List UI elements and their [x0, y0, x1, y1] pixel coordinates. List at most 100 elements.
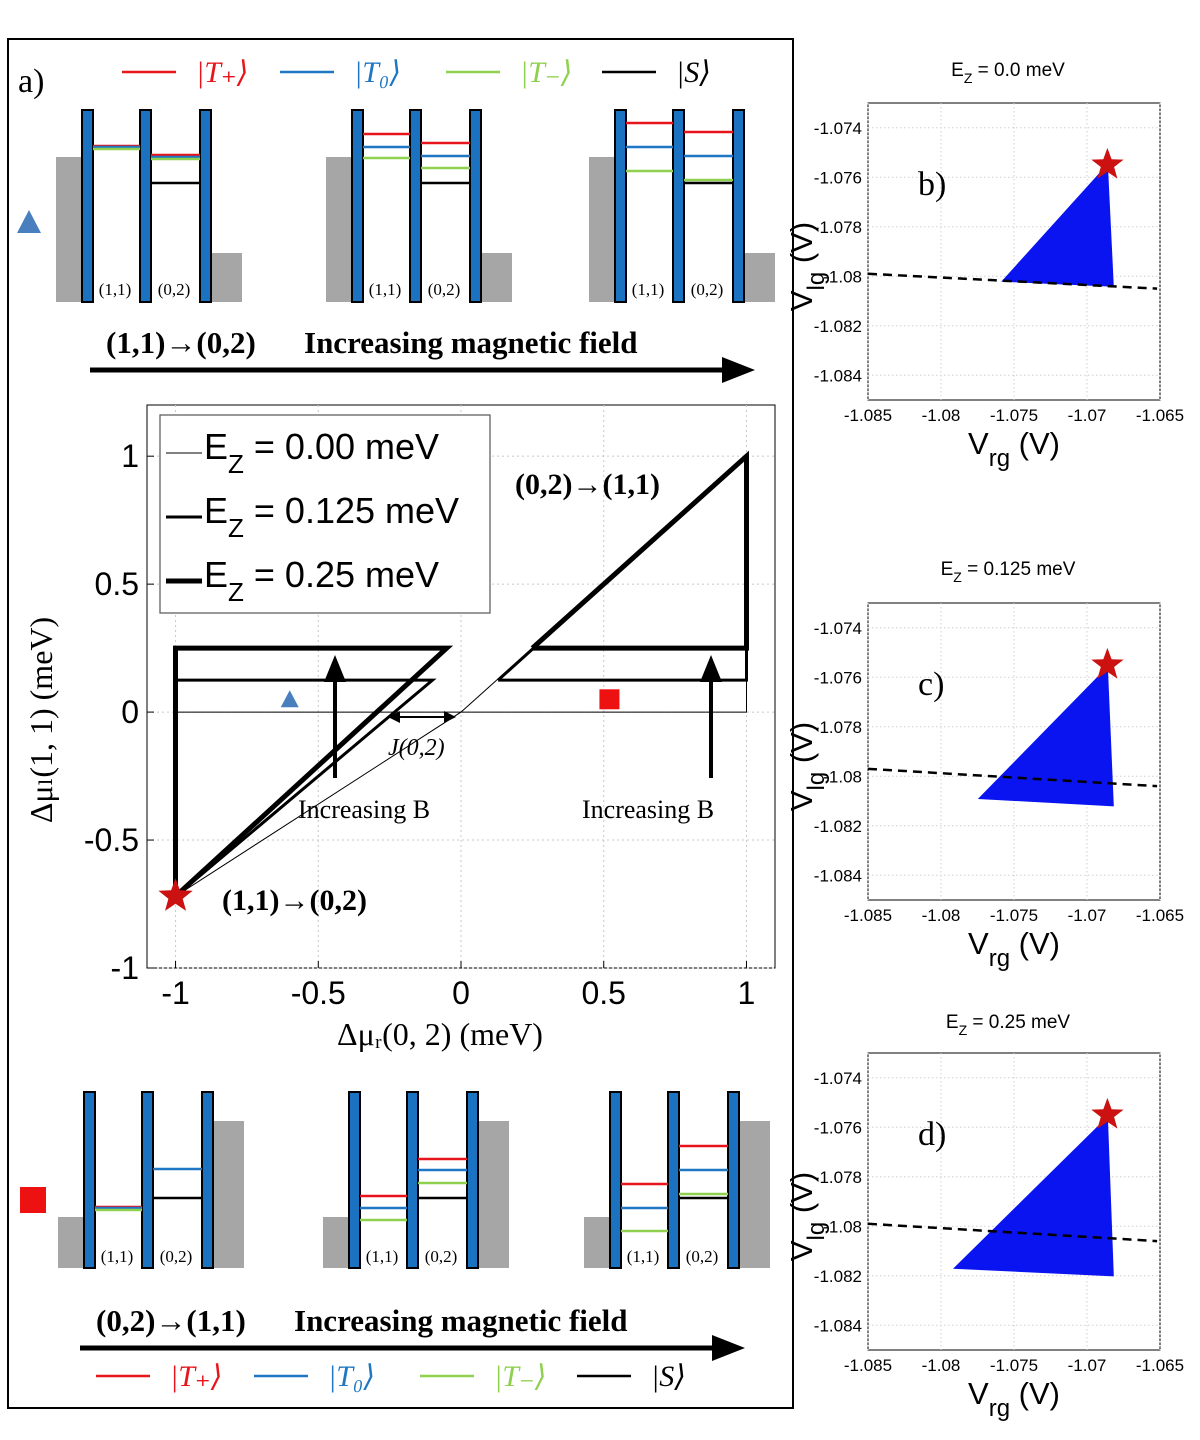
legend-top-label-0: |T₊⟩ [196, 56, 248, 89]
annotation-02-to-11: (0,2)→(1,1) [515, 468, 660, 501]
bottom-arrow-head-icon [712, 1335, 745, 1361]
small-ytick-label-3: -1.08 [823, 1217, 862, 1236]
barrier-0 [81, 109, 94, 303]
main-legend-label-0: EZ = 0.00 meV [204, 426, 439, 479]
annotation-11-to-02: (1,1)→(0,2) [222, 884, 367, 917]
square-marker-icon [20, 1187, 46, 1213]
legend-bottom-label-3: |S⟩ [651, 1360, 686, 1393]
legend-bottom-label-2: |T₋⟩ [494, 1360, 546, 1393]
right-up-arrow-head-icon [700, 655, 722, 682]
top-caption-text: Increasing magnetic field [304, 325, 638, 360]
small-ytick-label-4: -1.082 [814, 817, 862, 836]
small-ytick-label-2: -1.078 [814, 1168, 862, 1187]
small-xtick-label-2: -1.075 [990, 1356, 1038, 1375]
small-star-marker [1091, 647, 1124, 679]
small-y-label: Vlg (V) [784, 722, 830, 811]
energy-diagrams-top: (1,1) (0,2) (1,1) (0,2) (1,1) (0,2) [56, 109, 775, 303]
dot-right-label: (0,2) [158, 280, 191, 299]
small-triangle-area [952, 1116, 1114, 1277]
j-arrow-left-icon [388, 711, 400, 723]
main-square-marker [599, 689, 620, 710]
barrier-2 [466, 1091, 479, 1269]
small-chart-c: -1.085 -1.08 -1.075 -1.07 -1.065 -1.074 -1.076… [784, 559, 1184, 972]
main-xtick-label-3: 0.5 [581, 975, 625, 1011]
main-ytick-label-4: 1 [121, 438, 139, 474]
small-xtick-label-0: -1.085 [844, 406, 892, 425]
main-series [173, 450, 749, 899]
small-x-label: Vrg (V) [968, 1376, 1060, 1422]
left-lead [589, 157, 617, 302]
barrier-1 [409, 109, 422, 303]
bottom-diagram-2: (1,1) (0,2) [584, 1091, 770, 1269]
left-up-arrow-head-icon [324, 655, 346, 682]
barrier-2 [469, 109, 482, 303]
main-legend: EZ = 0.00 meV EZ = 0.125 meV EZ = 0.25 meV [159, 414, 491, 614]
main-y-ticks: -1 -0.5 0 0.5 1 [84, 438, 154, 986]
main-series-2 [173, 645, 454, 899]
main-legend-box [159, 414, 491, 614]
small-x-label: Vrg (V) [968, 926, 1060, 972]
small-x-label: Vrg (V) [968, 426, 1060, 472]
right-lead [212, 1121, 244, 1268]
small-xtick-label-0: -1.085 [844, 906, 892, 925]
main-legend-label-2: EZ = 0.25 meV [204, 554, 439, 607]
energy-diagrams-bottom: (1,1) (0,2) (1,1) (0,2) (1,1) (0,2) [58, 1091, 770, 1269]
small-xtick-label-1: -1.08 [922, 906, 961, 925]
top-diagram-1: (1,1) (0,2) [326, 109, 512, 303]
main-ytick-label-1: -0.5 [84, 822, 139, 858]
small-xtick-label-4: -1.065 [1136, 1356, 1184, 1375]
small-panel-label: d) [918, 1116, 946, 1153]
dot-left-label: (1,1) [101, 1247, 134, 1266]
barrier-0 [609, 1091, 622, 1269]
legend-top-label-3: |S⟩ [676, 56, 711, 89]
small-ytick-label-3: -1.08 [823, 267, 862, 286]
legend-top-label-1: |T₀⟩ [354, 56, 401, 89]
small-ytick-label-4: -1.082 [814, 1267, 862, 1286]
dot-left-label: (1,1) [366, 1247, 399, 1266]
small-xtick-label-1: -1.08 [922, 1356, 961, 1375]
annotation-increasing-b-left: Increasing B [298, 795, 430, 824]
small-ytick-label-2: -1.078 [814, 718, 862, 737]
dot-left-label: (1,1) [632, 280, 665, 299]
left-lead [323, 1217, 351, 1268]
small-title: EZ = 0.0 meV [951, 60, 1065, 86]
main-legend-label-1: EZ = 0.125 meV [204, 490, 459, 543]
right-lead [477, 1121, 509, 1268]
small-title: EZ = 0.125 meV [941, 559, 1076, 585]
main-x-ticks: -1 -0.5 0 0.5 1 [161, 961, 755, 1011]
triangle-marker-icon [17, 210, 41, 233]
barrier-0 [614, 109, 627, 303]
small-dashed-line [867, 1222, 1158, 1243]
dot-right-label: (0,2) [160, 1247, 193, 1266]
small-triangle-area [977, 666, 1114, 807]
top-caption-transition: (1,1)→(0,2) [106, 325, 256, 360]
barrier-2 [199, 109, 212, 303]
top-diagram-0: (1,1) (0,2) [56, 109, 242, 303]
barrier-2 [727, 1091, 740, 1269]
right-lead [210, 253, 242, 302]
right-lead [480, 253, 512, 302]
small-y-label: Vlg (V) [784, 1172, 830, 1261]
state-legend-top: |T₊⟩ |T₀⟩ |T₋⟩ |S⟩ [122, 56, 711, 89]
bottom-caption-transition: (0,2)→(1,1) [96, 1303, 246, 1338]
small-ytick-label-1: -1.076 [814, 168, 862, 187]
small-xtick-label-3: -1.07 [1068, 1356, 1107, 1375]
small-xtick-label-2: -1.075 [990, 406, 1038, 425]
increasing-b-arrows [324, 655, 722, 778]
legend-top-label-2: |T₋⟩ [520, 56, 572, 89]
dot-right-label: (0,2) [425, 1247, 458, 1266]
small-ytick-label-5: -1.084 [814, 366, 862, 385]
small-xtick-label-3: -1.07 [1068, 906, 1107, 925]
small-xtick-label-0: -1.085 [844, 1356, 892, 1375]
barrier-1 [667, 1091, 680, 1269]
main-xtick-label-1: -0.5 [291, 975, 346, 1011]
main-xtick-label-4: 1 [738, 975, 756, 1011]
small-dashed-line [867, 767, 1158, 788]
small-ytick-label-4: -1.082 [814, 317, 862, 336]
main-markers [158, 689, 620, 911]
barrier-2 [201, 1091, 214, 1269]
small-triangle-area [1001, 163, 1114, 287]
small-ytick-label-0: -1.074 [814, 1069, 862, 1088]
barrier-2 [732, 109, 745, 303]
